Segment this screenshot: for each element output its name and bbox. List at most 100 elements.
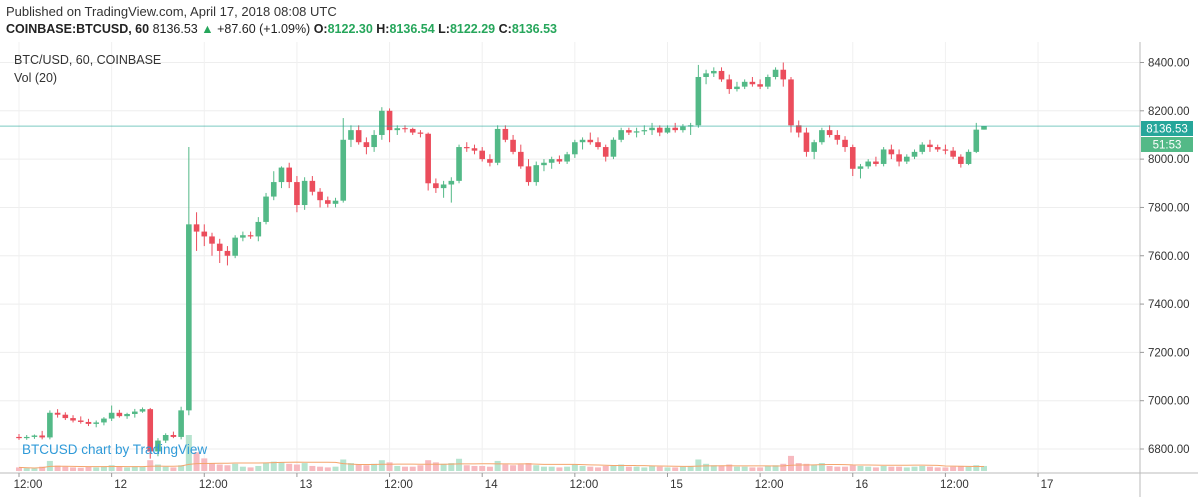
volume-bar: [548, 466, 555, 471]
candle: [587, 132, 594, 145]
volume-bar: [857, 465, 864, 471]
volume-bar: [31, 468, 38, 471]
volume-bar: [70, 467, 77, 471]
volume-bar: [116, 466, 123, 471]
volume-bar: [324, 467, 331, 471]
candle: [711, 67, 717, 77]
candle: [780, 62, 787, 87]
volume-bar: [301, 463, 308, 471]
volume-bar: [533, 465, 540, 471]
price-axis[interactable]: 6800.00 7000.00 7200.00 7400.00 7600.00 7800.…: [1140, 57, 1190, 456]
price-tick-label: 8400.00: [1148, 57, 1190, 69]
candle: [564, 151, 570, 164]
candle: [518, 144, 524, 169]
published-line: Published on TradingView.com, April 17, …: [6, 4, 337, 19]
volume-bar: [178, 465, 185, 471]
volume-bar: [795, 463, 802, 471]
volume-bar: [587, 466, 594, 471]
time-tick-label: 12:00: [384, 479, 413, 491]
candle: [31, 434, 38, 439]
volume-bar: [62, 466, 69, 471]
volume-bar: [471, 465, 478, 471]
symbol-label: COINBASE:BTCUSD, 60: [6, 22, 150, 36]
volume-bar: [131, 466, 138, 471]
volume-bar: [170, 467, 177, 471]
candle: [409, 127, 416, 135]
volume-bar: [896, 466, 903, 471]
volume-bar: [355, 464, 362, 471]
candle: [317, 188, 323, 208]
candle: [857, 163, 864, 179]
volume-bar: [479, 465, 486, 471]
volume-bar: [803, 463, 810, 471]
volume-bar: [332, 466, 339, 471]
volume-bar: [232, 463, 239, 471]
candle: [448, 177, 455, 203]
volume-bar: [641, 467, 648, 471]
volume-bar: [162, 466, 169, 471]
candle: [232, 235, 238, 259]
time-tick-label: 12: [114, 479, 127, 491]
candle: [440, 180, 447, 198]
time-tick-label: 13: [300, 479, 313, 491]
change-value: +87.60 (+1.09%): [217, 22, 311, 36]
up-arrow-icon: ▲: [201, 22, 214, 36]
volume-bar: [957, 465, 964, 471]
candle: [479, 147, 485, 162]
volume-bar: [602, 465, 609, 471]
candle: [124, 412, 130, 419]
price-chart[interactable]: 6800.00 7000.00 7200.00 7400.00 7600.00 7800.…: [0, 42, 1198, 497]
candle: [633, 127, 640, 138]
volume-bar: [764, 465, 771, 471]
candle: [880, 147, 887, 167]
volume-bar: [556, 467, 563, 471]
candle: [649, 122, 655, 135]
volume-bar: [247, 467, 254, 471]
volume-bar: [695, 459, 702, 471]
candle: [278, 166, 285, 189]
volume-bar: [664, 467, 671, 471]
volume-bar: [926, 466, 933, 471]
low-value: 8122.29: [449, 22, 496, 36]
volume-bar: [733, 466, 740, 471]
volume-bar: [687, 465, 694, 471]
candle: [186, 147, 192, 416]
volume-bar: [456, 458, 463, 471]
candle: [734, 81, 740, 92]
volume-bar: [147, 460, 154, 471]
candle: [433, 178, 439, 193]
volume-bar: [942, 467, 949, 471]
volume-bar: [263, 463, 270, 471]
candle: [772, 67, 779, 80]
candle: [819, 127, 825, 145]
volume-bar: [270, 461, 277, 471]
candle: [132, 408, 138, 418]
candle: [757, 79, 763, 90]
time-axis[interactable]: 12:00 12 12:00 13 12:00 14 12:00 15 12:00 16 12:00…: [14, 473, 1054, 491]
candle: [371, 130, 377, 152]
volume-bar: [371, 463, 378, 471]
price-tick-label: 7000.00: [1148, 396, 1190, 408]
volume-bar: [625, 466, 632, 471]
ohlc-header: COINBASE:BTCUSD, 60 8136.53 ▲ +87.60 (+1…: [6, 22, 557, 36]
candle: [680, 124, 686, 133]
candle: [47, 410, 53, 440]
volume-bar: [517, 464, 524, 471]
candle: [541, 159, 547, 172]
candle: [487, 154, 493, 167]
legend-title: BTC/USD, 60, COINBASE: [14, 53, 161, 67]
volume-bar: [981, 465, 987, 471]
countdown-tag-text: 51:53: [1153, 140, 1182, 152]
volume-bar: [486, 466, 493, 471]
candle: [332, 197, 339, 208]
volume-bar: [440, 463, 447, 471]
candle: [533, 161, 540, 186]
candle: [973, 122, 980, 154]
volume-bar: [193, 452, 200, 471]
candle: [826, 125, 833, 138]
volume-bar: [93, 467, 100, 471]
candle: [672, 122, 678, 133]
volume-bar: [216, 464, 223, 471]
volume-bar: [571, 464, 578, 471]
last-price: 8136.53: [152, 22, 198, 36]
